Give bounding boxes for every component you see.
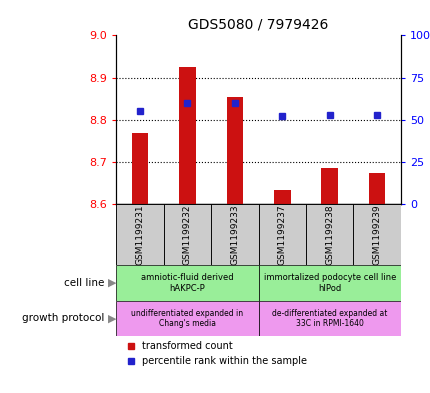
Bar [116, 301, 258, 336]
Bar [321, 169, 337, 204]
Text: ▶: ▶ [108, 278, 116, 288]
Bar [132, 132, 148, 204]
Text: GSM1199238: GSM1199238 [325, 204, 333, 265]
Bar [258, 301, 400, 336]
Text: GSM1199231: GSM1199231 [135, 204, 144, 265]
Text: cell line: cell line [64, 278, 108, 288]
Bar [211, 204, 258, 265]
Bar [226, 97, 243, 204]
Bar [163, 204, 211, 265]
Text: amniotic-fluid derived
hAKPC-P: amniotic-fluid derived hAKPC-P [141, 273, 233, 293]
Bar [116, 204, 163, 265]
Text: GSM1199237: GSM1199237 [277, 204, 286, 265]
Title: GDS5080 / 7979426: GDS5080 / 7979426 [188, 17, 328, 31]
Text: ▶: ▶ [108, 313, 116, 323]
Bar [258, 265, 400, 301]
Text: growth protocol: growth protocol [22, 313, 108, 323]
Bar [368, 173, 384, 204]
Text: transformed count: transformed count [141, 341, 232, 351]
Text: de-differentiated expanded at
33C in RPMI-1640: de-differentiated expanded at 33C in RPM… [271, 309, 387, 328]
Text: immortalized podocyte cell line
hIPod: immortalized podocyte cell line hIPod [263, 273, 395, 293]
Bar [116, 265, 258, 301]
Text: GSM1199233: GSM1199233 [230, 204, 239, 265]
Text: GSM1199239: GSM1199239 [372, 204, 381, 265]
Bar [258, 204, 305, 265]
Bar [305, 204, 353, 265]
Text: undifferentiated expanded in
Chang's media: undifferentiated expanded in Chang's med… [131, 309, 243, 328]
Text: percentile rank within the sample: percentile rank within the sample [141, 356, 306, 367]
Bar [179, 67, 195, 204]
Bar [273, 189, 290, 204]
Bar [353, 204, 400, 265]
Text: GSM1199232: GSM1199232 [183, 205, 191, 265]
